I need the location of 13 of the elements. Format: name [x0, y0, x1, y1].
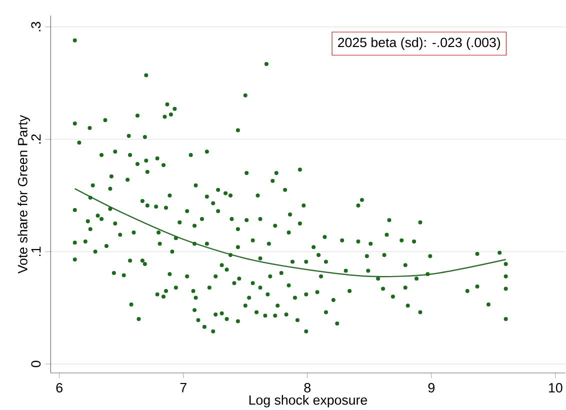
annotation: 2025 beta (sd): -.023 (.003): [338, 37, 500, 50]
y-axis-title: Vote share for Green Party: [18, 115, 30, 274]
y-tick-label: 0: [31, 360, 41, 368]
line-series: [74, 188, 506, 278]
y-tick-label: .2: [31, 134, 41, 144]
y-tick-label: .3: [31, 22, 41, 32]
x-tick-label: 10: [549, 383, 562, 392]
x-tick-label: 6: [56, 383, 62, 392]
y-tick-label: .1: [31, 246, 41, 256]
x-tick-label: 7: [180, 383, 186, 392]
x-tick-label: 9: [428, 383, 434, 392]
x-axis-title: Log shock exposure: [249, 394, 368, 408]
x-tick-label: 8: [304, 383, 311, 392]
